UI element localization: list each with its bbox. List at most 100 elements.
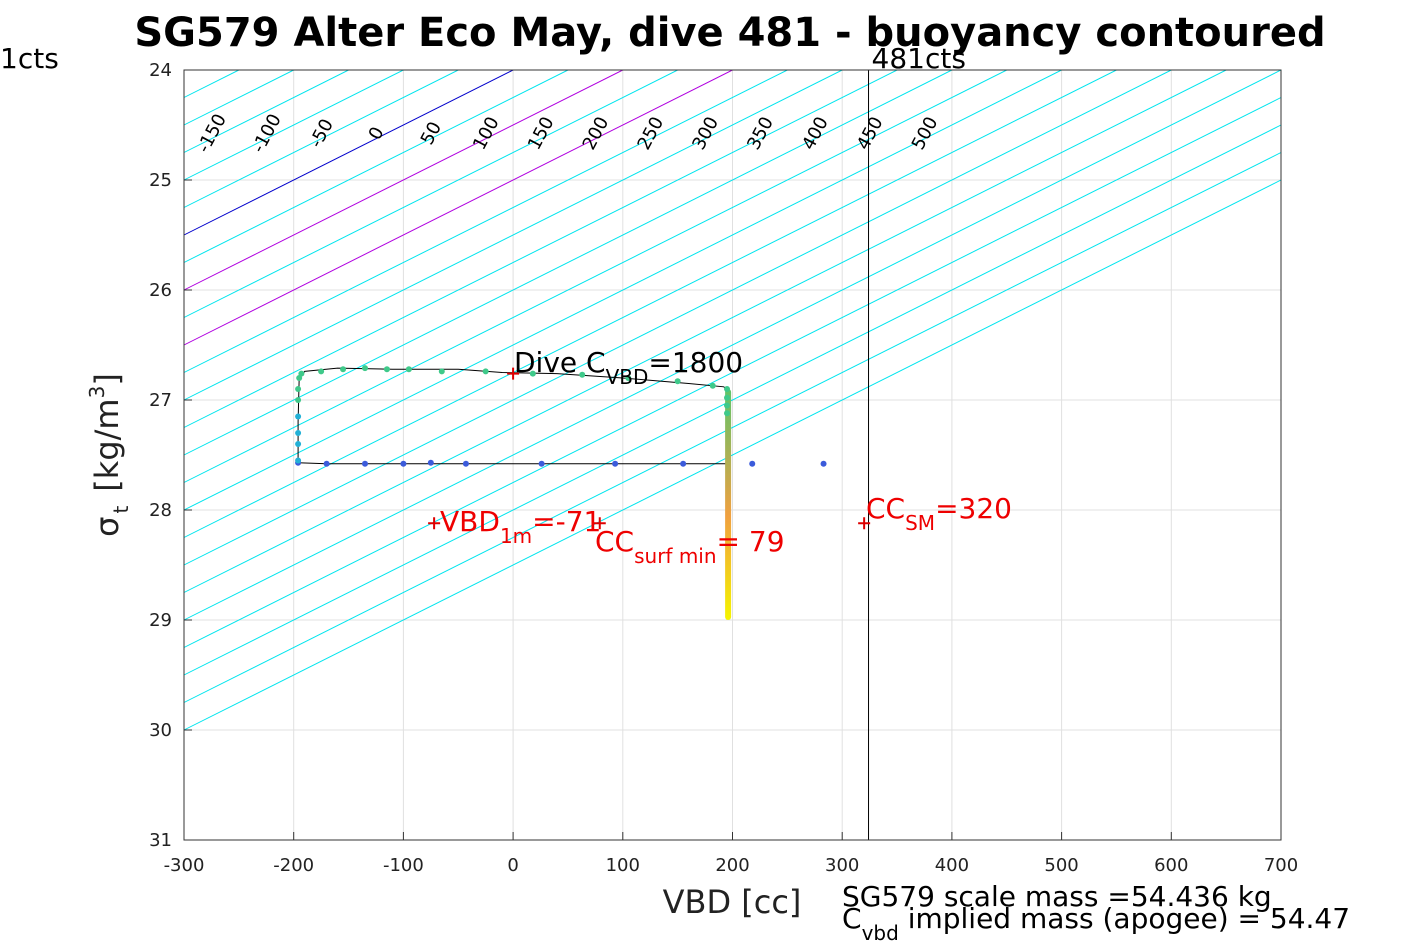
marker-cross [428, 517, 441, 530]
dive-profile [295, 365, 827, 620]
contour-line [184, 96, 1281, 649]
x-tick-label: -300 [164, 855, 205, 876]
cc-sm-rest: =320 [935, 492, 1012, 525]
contour-line [184, 70, 1227, 594]
climb-point [724, 386, 731, 392]
climb-point [724, 402, 731, 409]
surface-column [725, 389, 732, 620]
x-tick-label: 300 [825, 855, 859, 876]
contour-line [184, 70, 1007, 484]
dive-point [820, 460, 827, 467]
cc-surf-sub: surf min [634, 544, 716, 568]
buoyancy-contours [184, 70, 1281, 731]
climb-point [529, 370, 536, 377]
y-axis-label-unit: [kg/m [88, 398, 126, 491]
climb-point [709, 382, 716, 389]
dive-point [362, 460, 369, 467]
contour-line [184, 70, 678, 319]
contour-line [184, 70, 843, 401]
y-axis-label: σt [kg/m3] [85, 373, 133, 537]
vbd-1m-annotation: VBD1m=-71 [440, 505, 601, 548]
dive-point [427, 459, 434, 466]
climb-point [405, 366, 412, 373]
climb-point [295, 413, 302, 420]
vertical-line-label-1: 1cts [0, 42, 59, 75]
contour-line [184, 70, 459, 209]
cc-sm-annotation: CCSM=320 [866, 492, 1012, 535]
vbd-1m-sub: 1m [500, 524, 532, 548]
x-tick-label: 0 [507, 855, 518, 876]
dive-cvbd-rest: =1800 [648, 346, 743, 379]
climb-point [724, 394, 731, 401]
chart-title: SG579 Alter Eco May, dive 481 - buoyancy… [134, 10, 1325, 56]
climb-point [724, 410, 731, 417]
y-axis-label-sigma: σ [88, 517, 126, 537]
dive-cvbd-main: Dive C [514, 346, 606, 379]
y-tick-label: 28 [149, 500, 172, 521]
climb-point [295, 397, 302, 403]
dive-cvbd-annotation: Dive CVBD=1800 [514, 346, 743, 389]
contour-line [184, 70, 1281, 621]
dive-cvbd-sub: VBD [606, 365, 649, 389]
contour-line [184, 70, 898, 429]
svg-text:σt[kg/m3]: σt [kg/m3] [85, 373, 133, 537]
marker-cross [593, 517, 606, 530]
footer-cvbd-rest: implied mass (apogee) = 54.47 [899, 902, 1350, 935]
annotation-markers [428, 367, 871, 530]
footer-scale-mass: SG579 scale mass =54.436 kg [842, 880, 1272, 913]
marker-cross [858, 517, 871, 530]
contour-line [184, 70, 1117, 539]
contour-line [184, 70, 1062, 511]
cc-sm-main: CC [866, 492, 905, 525]
x-tick-label: 100 [606, 855, 640, 876]
x-tick-label: 200 [715, 855, 749, 876]
y-axis-ticks: 24 25 26 27 28 29 30 31 [149, 60, 192, 851]
footer-cvbd-main: C [842, 902, 862, 935]
dive-point [323, 460, 330, 467]
y-tick-label: 27 [149, 390, 172, 411]
cc-surf-annotation: CCsurf min= 79 [595, 525, 785, 568]
climb-point [295, 430, 302, 436]
climb-point [674, 378, 681, 385]
climb-point [362, 365, 369, 372]
y-tick-label: 30 [149, 720, 172, 741]
cc-surf-rest: = 79 [717, 525, 785, 558]
climb-point [318, 368, 325, 375]
dive-descent-line [298, 462, 728, 465]
y-tick-label: 26 [149, 280, 172, 301]
climb-point [295, 386, 302, 392]
cc-sm-sub: SM [905, 511, 935, 535]
x-axis-label: VBD [cc] [663, 883, 802, 921]
contour-line [184, 70, 624, 291]
climb-point [482, 368, 489, 375]
marker-cross [507, 367, 520, 380]
x-axis-ticks: -300 -200 -100 0 100 200 300 400 500 600 700 [164, 832, 1298, 876]
climb-point [579, 371, 586, 378]
dive-point [612, 460, 619, 467]
y-axis-label-sup: 3 [85, 386, 109, 399]
contour-line [184, 70, 788, 374]
cc-surf-main: CC [595, 525, 634, 558]
contour-line [184, 179, 1281, 731]
contour-line [184, 70, 514, 236]
climb-point [438, 368, 445, 375]
dive-point [749, 460, 756, 467]
x-tick-label: -100 [383, 855, 424, 876]
contour-line [184, 124, 1281, 676]
climb-point [295, 457, 302, 464]
footer-implied-mass: Cvbd implied mass (apogee) = 54.47 [842, 902, 1350, 945]
y-tick-label: 29 [149, 610, 172, 631]
contour-line [184, 70, 569, 264]
y-tick-label: 24 [149, 60, 172, 81]
climb-point [625, 375, 632, 381]
climb-point [298, 370, 305, 377]
y-axis-label-sub: t [109, 506, 133, 514]
dive-point [680, 460, 687, 467]
climb-point [295, 441, 302, 447]
y-axis-label-close: ] [88, 373, 126, 385]
y-tick-label: 31 [149, 830, 172, 851]
x-tick-label: 500 [1044, 855, 1078, 876]
y-tick-label: 25 [149, 170, 172, 191]
dive-point [538, 460, 545, 467]
